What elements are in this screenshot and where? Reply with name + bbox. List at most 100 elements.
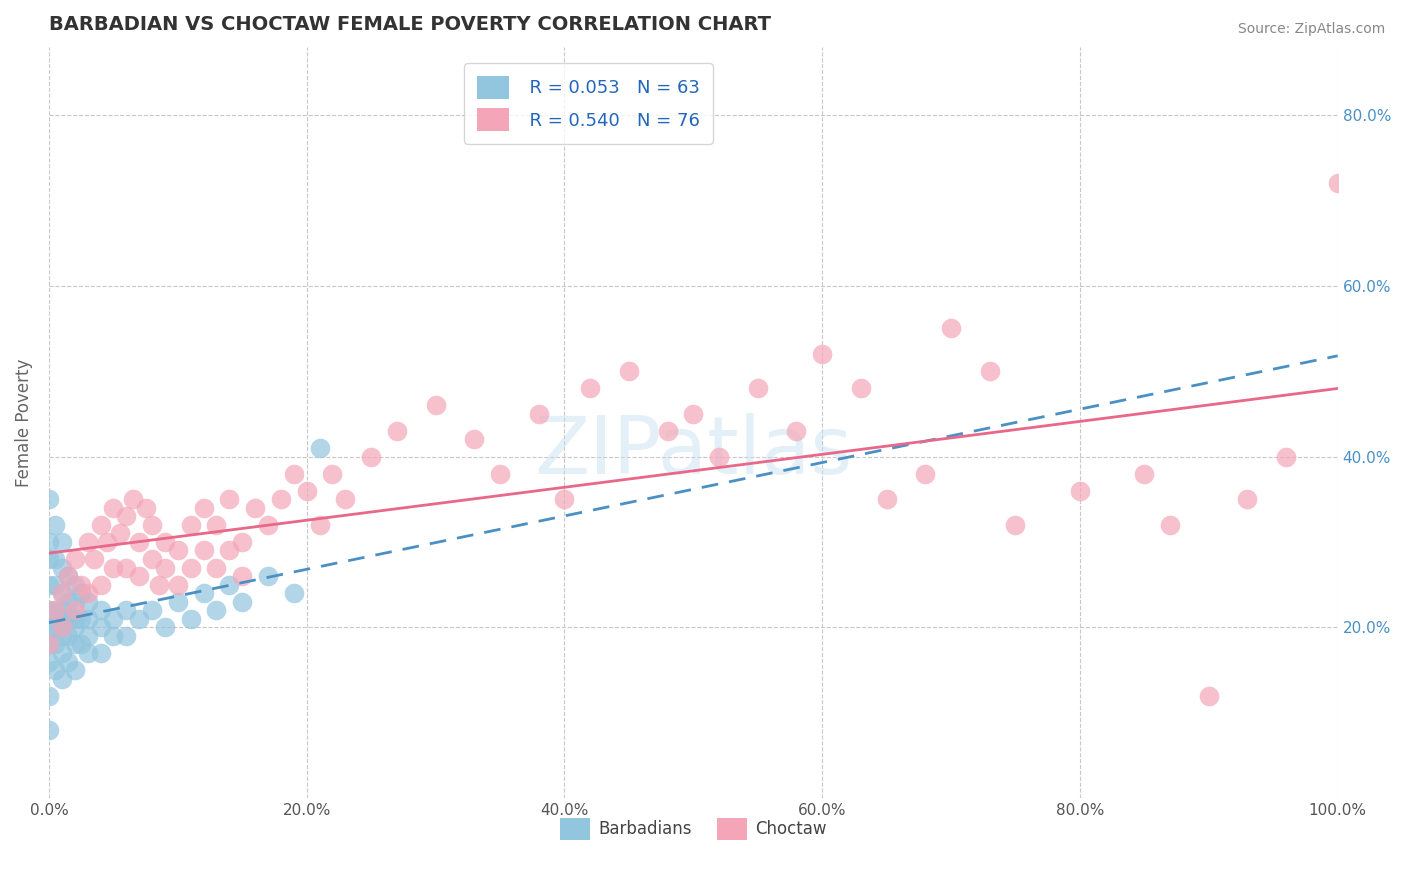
Point — [70, 637, 93, 651]
Point — [141, 517, 163, 532]
Point — [44, 620, 66, 634]
Point — [51, 646, 73, 660]
Point — [58, 569, 80, 583]
Point — [58, 595, 80, 609]
Y-axis label: Female Poverty: Female Poverty — [15, 359, 32, 487]
Point — [489, 467, 512, 481]
Point — [38, 689, 60, 703]
Point — [38, 577, 60, 591]
Point — [103, 612, 125, 626]
Point — [218, 577, 240, 591]
Point — [63, 612, 86, 626]
Point — [38, 655, 60, 669]
Point — [51, 620, 73, 634]
Point — [335, 492, 357, 507]
Point — [321, 467, 343, 481]
Point — [553, 492, 575, 507]
Point — [63, 637, 86, 651]
Point — [51, 586, 73, 600]
Point — [205, 560, 228, 574]
Point — [682, 407, 704, 421]
Point — [76, 595, 98, 609]
Point — [1069, 483, 1091, 498]
Point — [103, 560, 125, 574]
Point — [657, 424, 679, 438]
Point — [141, 552, 163, 566]
Point — [166, 595, 188, 609]
Point — [63, 603, 86, 617]
Point — [385, 424, 408, 438]
Point — [308, 441, 330, 455]
Point — [38, 603, 60, 617]
Point — [108, 526, 131, 541]
Point — [308, 517, 330, 532]
Point — [103, 629, 125, 643]
Point — [243, 500, 266, 515]
Point — [63, 577, 86, 591]
Point — [44, 603, 66, 617]
Text: ZIPatlas: ZIPatlas — [534, 414, 852, 491]
Point — [89, 646, 111, 660]
Point — [141, 603, 163, 617]
Point — [153, 620, 176, 634]
Point — [76, 586, 98, 600]
Point — [76, 612, 98, 626]
Point — [914, 467, 936, 481]
Point — [193, 586, 215, 600]
Point — [876, 492, 898, 507]
Point — [63, 663, 86, 677]
Point — [38, 552, 60, 566]
Point — [63, 620, 86, 634]
Point — [166, 543, 188, 558]
Point — [1326, 176, 1348, 190]
Point — [231, 595, 253, 609]
Point — [51, 535, 73, 549]
Point — [51, 672, 73, 686]
Point — [63, 552, 86, 566]
Point — [1159, 517, 1181, 532]
Point — [205, 603, 228, 617]
Point — [180, 560, 202, 574]
Point — [115, 629, 138, 643]
Point — [295, 483, 318, 498]
Point — [979, 364, 1001, 378]
Point — [747, 381, 769, 395]
Point — [51, 612, 73, 626]
Point — [44, 577, 66, 591]
Point — [1275, 450, 1298, 464]
Point — [115, 603, 138, 617]
Point — [205, 517, 228, 532]
Point — [58, 569, 80, 583]
Point — [579, 381, 602, 395]
Point — [51, 629, 73, 643]
Point — [76, 646, 98, 660]
Point — [707, 450, 730, 464]
Point — [939, 321, 962, 335]
Point — [1004, 517, 1026, 532]
Point — [270, 492, 292, 507]
Point — [128, 535, 150, 549]
Point — [148, 577, 170, 591]
Point — [115, 560, 138, 574]
Point — [58, 655, 80, 669]
Point — [1133, 467, 1156, 481]
Point — [58, 629, 80, 643]
Point — [38, 723, 60, 737]
Point — [166, 577, 188, 591]
Point — [425, 398, 447, 412]
Point — [180, 517, 202, 532]
Point — [231, 535, 253, 549]
Point — [38, 535, 60, 549]
Point — [89, 603, 111, 617]
Point — [44, 603, 66, 617]
Point — [231, 569, 253, 583]
Point — [257, 569, 280, 583]
Point — [1236, 492, 1258, 507]
Point — [70, 586, 93, 600]
Point — [1198, 689, 1220, 703]
Point — [83, 552, 105, 566]
Point — [115, 509, 138, 524]
Text: Source: ZipAtlas.com: Source: ZipAtlas.com — [1237, 22, 1385, 37]
Point — [38, 492, 60, 507]
Point — [153, 535, 176, 549]
